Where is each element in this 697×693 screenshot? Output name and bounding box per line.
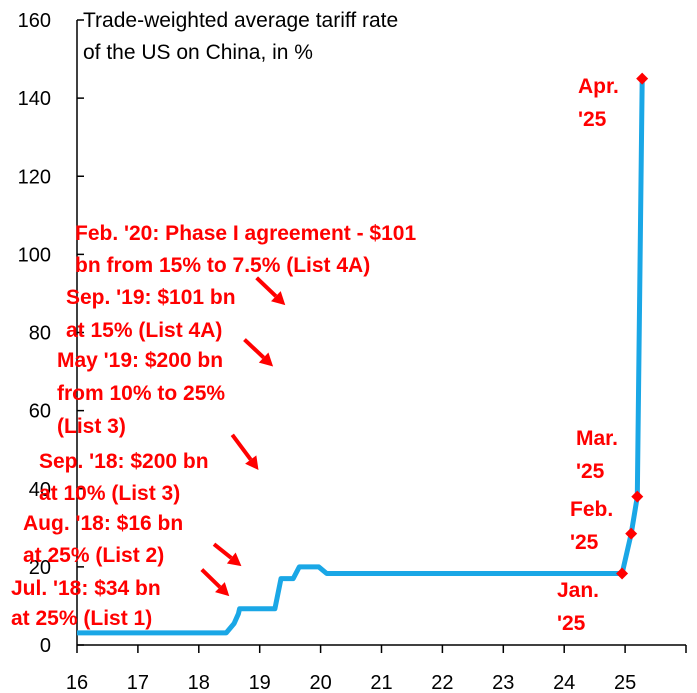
annotation-may-19-line-2: from 10% to 25% bbox=[57, 382, 225, 405]
annotation-mar-25-line-1: Mar. bbox=[576, 427, 618, 450]
y-tick-label: 120 bbox=[18, 166, 51, 188]
annotation-may-19: May '19: $200 bn from 10% to 25% (List 3… bbox=[57, 349, 225, 438]
annotation-apr-25-line-1: Apr. bbox=[578, 75, 619, 98]
y-tick-label: 20 bbox=[29, 557, 51, 579]
annotation-feb-25-line-2: '25 bbox=[570, 531, 599, 554]
annotation-arrows bbox=[200, 276, 286, 597]
annotation-sep-18-line-1: Sep. '18: $200 bn bbox=[39, 450, 209, 473]
series-marker bbox=[631, 490, 644, 503]
annotation-jan-25: Jan. '25 bbox=[557, 579, 599, 635]
annotation-jan-25-line-2: '25 bbox=[557, 612, 586, 635]
y-tick-label: 60 bbox=[29, 401, 51, 423]
annotation-aug-18-line-1: Aug. '18: $16 bn bbox=[23, 512, 183, 535]
annotation-jul-18: Jul. '18: $34 bn at 25% (List 1) bbox=[11, 577, 161, 630]
annotation-arrow bbox=[243, 338, 274, 367]
annotation-apr-25: Apr. '25 bbox=[578, 75, 619, 131]
annotation-feb-25-line-1: Feb. bbox=[570, 498, 613, 521]
series-marker bbox=[625, 527, 638, 540]
x-axis-ticks: 16 17 18 19 20 21 22 23 24 25 bbox=[66, 645, 687, 693]
y-tick-label: 100 bbox=[18, 244, 51, 266]
annotation-sep-18: Sep. '18: $200 bn at 10% (List 3) bbox=[39, 450, 209, 505]
x-tick-label: 19 bbox=[249, 672, 271, 693]
x-tick-label: 18 bbox=[188, 672, 210, 693]
annotation-may-19-line-3: (List 3) bbox=[57, 415, 126, 438]
x-tick-label: 21 bbox=[370, 672, 392, 693]
annotation-jul-18-line-2: at 25% (List 1) bbox=[11, 607, 152, 630]
annotation-may-19-line-1: May '19: $200 bn bbox=[57, 349, 223, 372]
x-tick-label: 22 bbox=[431, 672, 453, 693]
annotation-arrow bbox=[212, 542, 242, 567]
x-tick-label: 17 bbox=[127, 672, 149, 693]
annotation-arrow bbox=[255, 276, 286, 306]
annotation-feb-25: Feb. '25 bbox=[570, 498, 613, 554]
x-tick-label: 25 bbox=[614, 672, 636, 693]
y-tick-label: 40 bbox=[29, 479, 51, 501]
annotation-apr-25-line-2: '25 bbox=[578, 108, 607, 131]
annotation-arrow bbox=[200, 568, 230, 597]
annotation-feb-20-line-2: bn from 15% to 7.5% (List 4A) bbox=[75, 254, 370, 277]
y-axis-ticks: 0 20 40 60 80 100 120 140 160 bbox=[18, 10, 84, 657]
series-marker bbox=[636, 72, 649, 85]
annotation-aug-18-line-2: at 25% (List 2) bbox=[23, 544, 164, 567]
x-tick-label: 16 bbox=[66, 672, 88, 693]
annotation-sep-19: Sep. '19: $101 bn at 15% (List 4A) bbox=[66, 286, 236, 342]
y-tick-label: 160 bbox=[18, 10, 51, 32]
annotation-jan-25-line-1: Jan. bbox=[557, 579, 599, 602]
x-tick-label: 23 bbox=[492, 672, 514, 693]
annotation-mar-25-line-2: '25 bbox=[576, 460, 605, 483]
series-markers bbox=[616, 72, 649, 580]
annotation-jul-18-line-1: Jul. '18: $34 bn bbox=[11, 577, 161, 600]
x-tick-label: 20 bbox=[309, 672, 331, 693]
y-tick-label: 0 bbox=[40, 635, 51, 657]
annotation-sep-18-line-2: at 10% (List 3) bbox=[39, 482, 180, 505]
series-marker bbox=[616, 567, 629, 580]
chart-title-line-2: of the US on China, in % bbox=[83, 41, 313, 64]
annotation-feb-20: Feb. '20: Phase I agreement - $101 bn fr… bbox=[75, 222, 416, 277]
chart-title-line-1: Trade-weighted average tariff rate bbox=[83, 9, 398, 32]
tariff-rate-series-line bbox=[77, 78, 645, 636]
y-tick-label: 80 bbox=[29, 323, 51, 345]
annotation-feb-20-line-1: Feb. '20: Phase I agreement - $101 bbox=[75, 222, 416, 245]
annotation-arrow bbox=[230, 433, 259, 470]
annotation-aug-18: Aug. '18: $16 bn at 25% (List 2) bbox=[23, 512, 183, 567]
annotation-sep-19-line-1: Sep. '19: $101 bn bbox=[66, 286, 236, 309]
annotation-mar-25: Mar. '25 bbox=[576, 427, 618, 483]
x-tick-label: 24 bbox=[553, 672, 575, 693]
y-tick-label: 140 bbox=[18, 88, 51, 110]
annotation-sep-19-line-2: at 15% (List 4A) bbox=[66, 319, 222, 342]
